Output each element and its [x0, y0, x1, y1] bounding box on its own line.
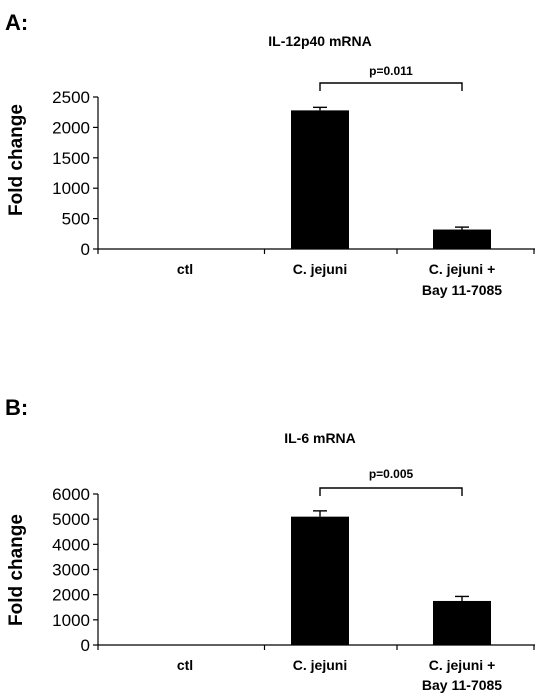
y-tick-label: 2000	[52, 586, 90, 605]
significance-bracket	[319, 487, 463, 496]
category-label: ctl	[177, 261, 193, 277]
y-tick-label: 500	[62, 210, 90, 229]
chart-title: IL-6 mRNA	[284, 430, 356, 446]
y-tick-label: 1500	[52, 149, 90, 168]
category-label: C. jejuni	[293, 261, 347, 277]
y-tick-label: 3000	[52, 561, 90, 580]
y-axis-label: Fold change	[6, 514, 27, 626]
y-tick-label: 0	[81, 636, 90, 655]
category-label: ctl	[177, 657, 193, 673]
panel-label: B:	[5, 395, 28, 420]
y-tick-label: 4000	[52, 535, 90, 554]
y-axis-label: Fold change	[6, 104, 27, 216]
y-tick-label: 6000	[52, 485, 90, 504]
chart-title: IL-12p40 mRNA	[268, 33, 371, 49]
category-label: C. jejuni +	[429, 657, 496, 673]
y-tick-label: 0	[81, 240, 90, 259]
y-tick-label: 2500	[52, 88, 90, 107]
bar	[433, 229, 491, 249]
panel-label: A:	[5, 10, 28, 35]
category-label: Bay 11-7085	[422, 282, 502, 298]
bar	[433, 600, 491, 645]
category-label: C. jejuni +	[429, 261, 496, 277]
chart-panel-2: B: IL-6 mRNA Fold change 0 1000 2000 3000 4000 5…	[5, 395, 535, 693]
chart-panel-1: A: IL-12p40 mRNA Fold change 0 500 1000 1500 20…	[5, 10, 535, 298]
p-value-label: p=0.011	[369, 64, 413, 78]
bar	[291, 516, 349, 645]
category-label: Bay 11-7085	[422, 677, 502, 693]
y-tick-label: 1000	[52, 611, 90, 630]
p-value-label: p=0.005	[369, 467, 414, 481]
y-tick-label: 1000	[52, 179, 90, 198]
y-tick-label: 2000	[52, 118, 90, 137]
bar	[291, 110, 349, 249]
y-tick-label: 5000	[52, 510, 90, 529]
category-label: C. jejuni	[293, 657, 347, 673]
significance-bracket	[319, 82, 463, 91]
